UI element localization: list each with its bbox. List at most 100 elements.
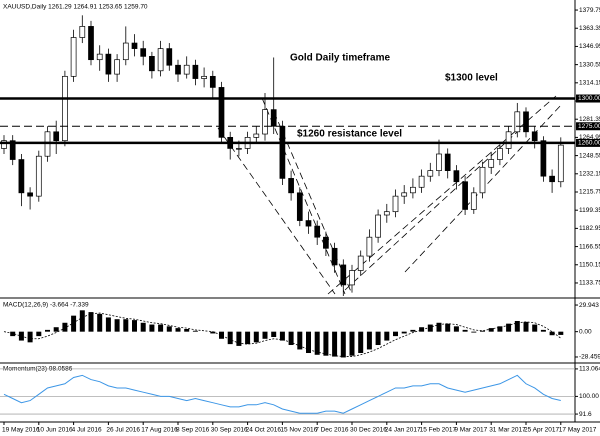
level-label: 1275.00 [578, 123, 600, 130]
macd-bar [62, 322, 68, 332]
level-label-box [576, 122, 600, 131]
macd-bar [27, 331, 33, 343]
candle-body [375, 214, 381, 238]
candle-body [305, 220, 312, 227]
macd-bar [497, 326, 503, 332]
candle-body [323, 236, 329, 249]
macd-bar [514, 320, 520, 332]
x-tick-label: 15 Nov 2016 [280, 427, 317, 434]
macd-bar [227, 331, 233, 345]
candle-body [166, 48, 173, 66]
x-tick-label: 10 Jun 2016 [37, 427, 73, 434]
macd-bar [462, 329, 468, 332]
macd-bar [436, 322, 442, 332]
trend-line [327, 95, 557, 295]
level-label: 1300.00 [578, 95, 600, 102]
macd-bar [297, 331, 303, 350]
y-tick-label: 1215.75 [579, 189, 600, 196]
macd-bar [45, 329, 50, 332]
candle-body [262, 109, 268, 135]
candle-body [27, 192, 33, 197]
macd-bar [79, 310, 85, 332]
y-tick-label: 113.0647 [579, 366, 600, 373]
macd-bar [384, 331, 390, 341]
macd-bar [445, 323, 451, 332]
macd-bar [288, 331, 294, 346]
candle-body [70, 37, 77, 77]
momentum-line [3, 374, 561, 414]
candle-body [279, 125, 286, 179]
macd-bar [358, 331, 364, 354]
annotation: Gold Daily timeframe [290, 53, 390, 64]
candle-body [253, 133, 260, 138]
level-label-box [576, 138, 600, 147]
candle-body [270, 109, 277, 127]
candle-body [366, 236, 373, 257]
candle-body [444, 153, 451, 171]
x-tick-label: 19 May 2016 [2, 427, 40, 434]
macd-bar [123, 319, 129, 332]
macd-bar [427, 324, 433, 332]
x-tick-label: 24 Jan 2017 [385, 427, 421, 434]
y-tick-label: 1330.55 [579, 61, 600, 68]
candle-body [331, 247, 338, 266]
macd-bar [323, 331, 329, 356]
macd-bar [419, 327, 425, 332]
macd-bar [471, 331, 477, 333]
macd-bar [219, 331, 224, 339]
candle-body [122, 42, 129, 61]
macd-bar [558, 331, 564, 335]
y-tick-label: 91.6 [579, 411, 592, 418]
macd-bar [306, 331, 311, 354]
macd-bar [271, 331, 277, 338]
candle-body [549, 175, 555, 183]
candle-body [96, 53, 103, 61]
x-tick-label: 25 Apr 2017 [524, 427, 559, 434]
level-label-box [576, 94, 600, 103]
candle-body [175, 64, 181, 75]
macd-bar [523, 321, 529, 332]
level-label: 1260.00 [578, 140, 600, 147]
candle-body [401, 192, 408, 197]
x-tick-label: 4 Jul 2016 [72, 427, 102, 434]
macd-bar [114, 319, 120, 332]
macd-bar [253, 331, 259, 343]
x-tick-label: 24 Oct 2016 [246, 427, 282, 434]
candle-body [453, 170, 460, 183]
macd-bar [279, 331, 285, 341]
y-tick-label: 100.00 [579, 393, 599, 400]
annotation: $1260 resistance level [297, 129, 402, 140]
candle-body [35, 155, 42, 197]
macd-bar [540, 329, 546, 332]
y-tick-label: 1248.55 [579, 152, 600, 159]
candle-body [149, 56, 155, 72]
candle-body [18, 159, 25, 194]
y-tick-label: 1232.15 [579, 171, 600, 178]
macd-bar [480, 330, 485, 332]
candle-body [105, 53, 112, 75]
macd-bar [158, 324, 164, 332]
macd-bar [245, 331, 251, 345]
macd-bar [532, 324, 538, 332]
y-tick-label: 1150.15 [579, 261, 600, 268]
trend-line [217, 127, 336, 295]
macd-bar [53, 327, 59, 332]
trend-line [261, 97, 346, 295]
y-tick-label: -28.459 [579, 354, 600, 361]
candle-body [88, 26, 94, 61]
macd-bar [184, 328, 190, 332]
macd-bar [349, 331, 355, 356]
candle-body [9, 140, 16, 160]
candle-body [540, 140, 547, 177]
candle-body [62, 75, 68, 142]
macd-bar [488, 328, 494, 332]
annotation: $1300 level [445, 73, 498, 84]
candle-body [1, 140, 7, 149]
candle-body [479, 166, 486, 194]
chart-title: XAUUSD,Daily 1261.29 1264.91 1253.65 125… [3, 4, 148, 11]
candle-body [288, 178, 294, 194]
candle-body [418, 175, 425, 188]
macd-bar [105, 317, 111, 332]
y-tick-label: 1281.35 [579, 116, 600, 123]
y-tick-label: 29.943 [579, 302, 599, 309]
